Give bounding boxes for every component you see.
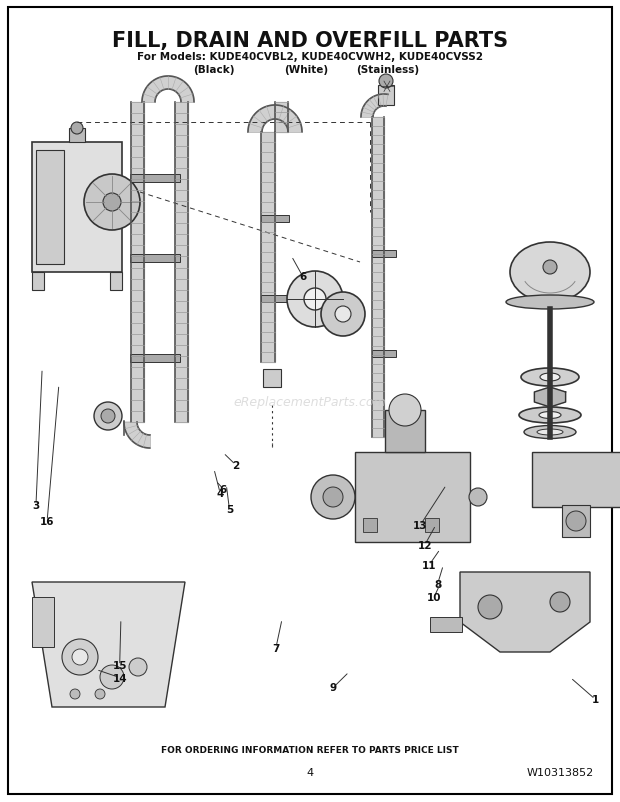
Text: 13: 13 [413, 520, 428, 530]
Ellipse shape [524, 426, 576, 439]
Text: 14: 14 [112, 673, 127, 683]
Polygon shape [130, 103, 143, 423]
Polygon shape [372, 118, 384, 437]
Text: 1: 1 [591, 695, 599, 704]
Bar [378, 86, 394, 106]
Polygon shape [248, 106, 302, 133]
Text: 2: 2 [232, 460, 239, 470]
Circle shape [304, 289, 326, 310]
Bar [261, 296, 289, 302]
Polygon shape [261, 133, 275, 363]
Bar [363, 518, 377, 533]
Circle shape [100, 665, 124, 689]
Circle shape [94, 403, 122, 431]
Circle shape [103, 194, 121, 212]
Bar [355, 452, 470, 542]
Bar [372, 251, 396, 257]
Circle shape [550, 592, 570, 612]
Circle shape [62, 639, 98, 675]
Text: W10313852: W10313852 [526, 767, 593, 777]
Circle shape [72, 649, 88, 665]
Polygon shape [534, 387, 565, 407]
Polygon shape [361, 95, 388, 118]
Text: 4: 4 [216, 488, 224, 498]
Text: FILL, DRAIN AND OVERFILL PARTS: FILL, DRAIN AND OVERFILL PARTS [112, 31, 508, 51]
Text: 11: 11 [422, 561, 436, 570]
Circle shape [71, 123, 83, 135]
Ellipse shape [521, 369, 579, 387]
Bar [36, 151, 64, 265]
Circle shape [323, 488, 343, 508]
Bar [110, 273, 122, 290]
Circle shape [543, 261, 557, 274]
Text: eReplacementParts.com: eReplacementParts.com [234, 396, 386, 409]
Text: (Stainless): (Stainless) [356, 65, 420, 75]
Bar [425, 518, 439, 533]
Circle shape [101, 410, 115, 423]
Polygon shape [460, 573, 590, 652]
Text: 12: 12 [417, 541, 432, 550]
Text: For Models: KUDE40CVBL2, KUDE40CVWH2, KUDE40CVSS2: For Models: KUDE40CVBL2, KUDE40CVWH2, KU… [137, 52, 483, 62]
Circle shape [321, 293, 365, 337]
Text: 16: 16 [40, 516, 55, 526]
Bar [261, 216, 289, 223]
Ellipse shape [539, 412, 561, 419]
Text: 10: 10 [427, 593, 441, 602]
Text: 6: 6 [219, 484, 227, 494]
Polygon shape [124, 423, 150, 448]
Polygon shape [142, 77, 194, 103]
Circle shape [287, 272, 343, 327]
Text: 4: 4 [306, 767, 314, 777]
Ellipse shape [519, 407, 581, 423]
Ellipse shape [537, 429, 563, 435]
Ellipse shape [540, 374, 560, 382]
Ellipse shape [510, 243, 590, 302]
Circle shape [311, 476, 355, 520]
Text: 3: 3 [32, 500, 40, 510]
Bar [263, 370, 281, 387]
Text: (Black): (Black) [193, 65, 235, 75]
Bar [130, 354, 180, 363]
Polygon shape [32, 582, 185, 707]
Circle shape [70, 689, 80, 699]
Bar [130, 255, 180, 263]
Text: FOR ORDERING INFORMATION REFER TO PARTS PRICE LIST: FOR ORDERING INFORMATION REFER TO PARTS … [161, 746, 459, 755]
Bar [32, 597, 54, 647]
Circle shape [129, 658, 147, 676]
Circle shape [379, 75, 393, 89]
Bar [430, 618, 462, 632]
Bar [532, 452, 620, 508]
Bar [130, 175, 180, 183]
Text: (White): (White) [284, 65, 328, 75]
Circle shape [566, 512, 586, 532]
Circle shape [478, 595, 502, 619]
Bar [372, 350, 396, 358]
Bar [32, 143, 122, 273]
Circle shape [335, 306, 351, 322]
Bar [69, 129, 85, 143]
Circle shape [95, 689, 105, 699]
Polygon shape [275, 103, 288, 133]
Polygon shape [174, 103, 187, 423]
Text: 5: 5 [226, 504, 233, 514]
Bar [562, 505, 590, 537]
Text: 7: 7 [272, 643, 280, 653]
Bar [385, 411, 425, 452]
Circle shape [84, 175, 140, 231]
Circle shape [469, 488, 487, 506]
Text: 9: 9 [330, 683, 337, 692]
Text: 15: 15 [112, 661, 127, 670]
Text: 6: 6 [299, 272, 306, 282]
Ellipse shape [506, 296, 594, 310]
Text: 8: 8 [434, 579, 441, 589]
Bar [32, 273, 44, 290]
Circle shape [389, 395, 421, 427]
